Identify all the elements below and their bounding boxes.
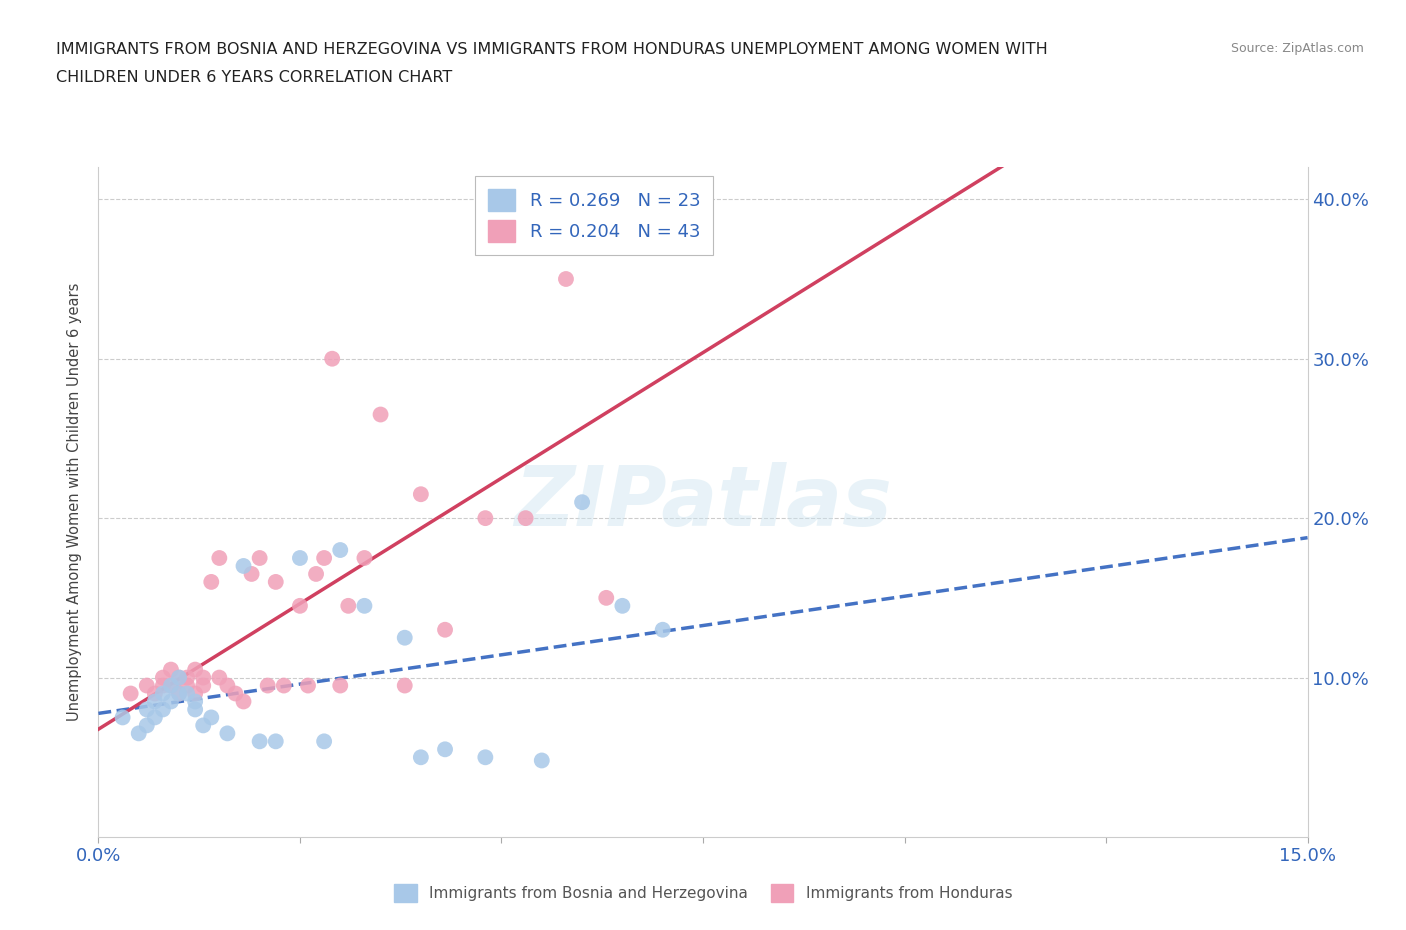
Point: [321, 352, 343, 366]
Point: [273, 678, 295, 693]
Point: [297, 678, 319, 693]
Text: IMMIGRANTS FROM BOSNIA AND HERZEGOVINA VS IMMIGRANTS FROM HONDURAS UNEMPLOYMENT : IMMIGRANTS FROM BOSNIA AND HERZEGOVINA V…: [56, 42, 1047, 57]
Point: [128, 726, 150, 741]
Point: [394, 678, 416, 693]
Point: [232, 559, 254, 574]
Point: [167, 686, 190, 701]
Point: [612, 598, 634, 613]
Point: [571, 495, 593, 510]
Point: [329, 542, 352, 557]
Point: [651, 224, 673, 239]
Point: [184, 662, 207, 677]
Point: [193, 671, 215, 685]
Point: [193, 678, 215, 693]
Point: [217, 678, 239, 693]
Point: [651, 622, 673, 637]
Point: [232, 694, 254, 709]
Point: [160, 678, 183, 693]
Point: [434, 622, 457, 637]
Point: [167, 671, 190, 685]
Point: [176, 671, 198, 685]
Point: [160, 662, 183, 677]
Point: [120, 686, 142, 701]
Point: [208, 671, 231, 685]
Point: [515, 511, 537, 525]
Point: [167, 671, 190, 685]
Point: [135, 718, 157, 733]
Point: [530, 753, 553, 768]
Point: [200, 710, 222, 724]
Point: [176, 686, 198, 701]
Text: ZIPatlas: ZIPatlas: [515, 461, 891, 543]
Point: [288, 598, 311, 613]
Point: [370, 407, 392, 422]
Point: [409, 750, 432, 764]
Point: [208, 551, 231, 565]
Point: [314, 551, 336, 565]
Point: [217, 726, 239, 741]
Y-axis label: Unemployment Among Women with Children Under 6 years: Unemployment Among Women with Children U…: [67, 283, 83, 722]
Text: Source: ZipAtlas.com: Source: ZipAtlas.com: [1230, 42, 1364, 55]
Point: [167, 686, 190, 701]
Point: [353, 551, 375, 565]
Point: [240, 566, 263, 581]
Point: [329, 678, 352, 693]
Point: [143, 694, 166, 709]
Point: [474, 750, 496, 764]
Point: [152, 686, 174, 701]
Legend: R = 0.269   N = 23, R = 0.204   N = 43: R = 0.269 N = 23, R = 0.204 N = 43: [475, 177, 713, 255]
Point: [595, 591, 617, 605]
Point: [394, 631, 416, 645]
Point: [249, 734, 271, 749]
Point: [249, 551, 271, 565]
Point: [256, 678, 278, 693]
Point: [152, 702, 174, 717]
Point: [184, 686, 207, 701]
Point: [305, 566, 328, 581]
Point: [264, 575, 287, 590]
Point: [135, 702, 157, 717]
Point: [160, 678, 183, 693]
Point: [143, 710, 166, 724]
Point: [337, 598, 360, 613]
Legend: Immigrants from Bosnia and Herzegovina, Immigrants from Honduras: Immigrants from Bosnia and Herzegovina, …: [388, 878, 1018, 909]
Point: [314, 734, 336, 749]
Point: [152, 678, 174, 693]
Point: [264, 734, 287, 749]
Point: [111, 710, 134, 724]
Point: [193, 718, 215, 733]
Point: [409, 486, 432, 501]
Point: [288, 551, 311, 565]
Point: [160, 694, 183, 709]
Point: [135, 678, 157, 693]
Point: [434, 742, 457, 757]
Point: [353, 598, 375, 613]
Point: [184, 702, 207, 717]
Point: [184, 694, 207, 709]
Point: [200, 575, 222, 590]
Point: [555, 272, 578, 286]
Text: CHILDREN UNDER 6 YEARS CORRELATION CHART: CHILDREN UNDER 6 YEARS CORRELATION CHART: [56, 70, 453, 85]
Point: [224, 686, 246, 701]
Point: [152, 671, 174, 685]
Point: [474, 511, 496, 525]
Point: [143, 686, 166, 701]
Point: [176, 678, 198, 693]
